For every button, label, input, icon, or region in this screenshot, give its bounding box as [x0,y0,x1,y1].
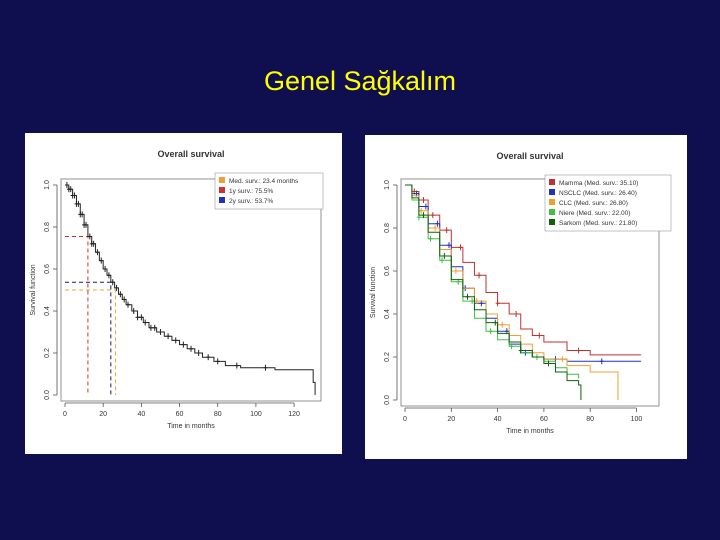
x-tick-label: 40 [137,411,145,418]
plot-frame [60,178,322,402]
legend-swatch [549,219,555,225]
series-line-sarkom [405,184,582,400]
x-tick-label: 40 [494,416,502,423]
legend-swatch [219,177,225,183]
legend-swatch [549,209,555,215]
x-tick-label: 0 [403,416,407,423]
legend-swatch [219,187,225,193]
chart-title: Overall survival [157,149,224,159]
overall-survival-chart-right: Overall survival 0 20 40 60 80 100 Time in mont… [365,135,687,459]
legend-box [544,174,672,232]
y-tick-label: 0.4 [384,309,391,319]
legend-label: 1y surv.: 75.5% [229,188,274,195]
legend-swatch [549,179,555,185]
plot-frame [400,178,660,407]
legend-label: Sarkom (Med. surv.: 21.80) [559,220,637,227]
y-tick-label: 0.6 [384,266,391,276]
chart-left-svg: Overall survival 0 20 40 60 80 100 120 Time in m… [30,149,324,430]
x-tick-label: 0 [63,411,67,418]
x-tick-label: 60 [540,416,548,423]
x-tick-label: 80 [214,411,222,418]
y-axis-label: Survival function [30,264,37,315]
x-tick-label: 100 [631,416,643,423]
series-line-mamma [405,184,642,356]
x-tick-label: 100 [250,411,262,418]
legend-label: Med. surv.: 23.4 months [229,178,299,185]
legend-swatch [549,199,555,205]
reference-line-1y [65,235,89,395]
y-tick-label: 0.6 [44,264,51,274]
y-tick-label: 0.8 [44,222,51,232]
x-tick-label: 120 [288,411,300,418]
chart-right-svg: Overall survival 0 20 40 60 80 100 Time in mont… [370,151,672,435]
legend-label: Mamma (Med. surv.: 35.10) [559,180,638,187]
y-tick-label: 0.8 [384,223,391,233]
legend-box [214,172,324,210]
y-tick-label: 0.0 [384,395,391,405]
legend-label: Niere (Med. surv.: 22.00) [559,210,630,217]
y-tick-label: 1.0 [384,180,391,190]
x-tick-label: 20 [447,416,455,423]
legend-swatch [219,197,225,203]
y-tick-label: 0.2 [384,352,391,362]
x-tick-label: 80 [586,416,594,423]
y-tick-label: 1.0 [44,180,51,190]
y-tick-label: 0.0 [44,390,51,400]
slide-title: Genel Sağkalım [263,66,457,96]
reference-line-median [65,289,117,395]
legend-label: 2y surv.: 53.7% [229,198,274,205]
y-axis-label: Survival function [370,267,377,318]
legend-label: NSCLC (Med. surv.: 26.40) [559,190,637,197]
overall-survival-chart-left: Overall survival 0 20 40 60 80 100 120 Time in m… [25,133,342,454]
legend-label: CLC (Med. surv.: 26.80) [559,200,628,207]
x-tick-label: 20 [99,411,107,418]
x-axis-label: Time in months [506,428,554,435]
y-tick-label: 0.2 [44,348,51,358]
legend-swatch [549,189,555,195]
x-axis-label: Time in months [167,423,215,430]
y-tick-label: 0.4 [44,306,51,316]
chart-title: Overall survival [496,151,563,161]
x-tick-label: 60 [176,411,184,418]
